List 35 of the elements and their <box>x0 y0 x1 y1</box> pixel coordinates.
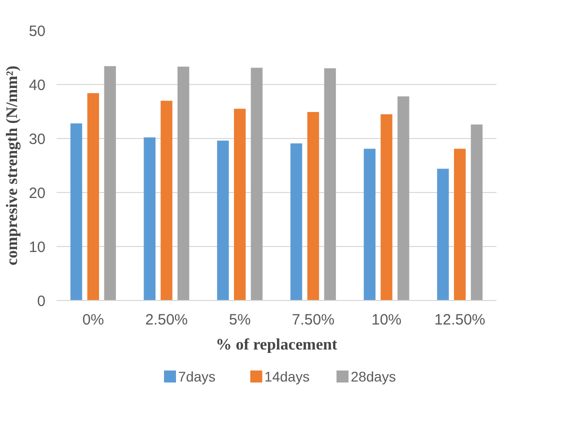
bar <box>380 114 392 300</box>
bar <box>144 137 156 300</box>
bar <box>178 66 190 300</box>
bar <box>234 108 246 300</box>
x-tick-label: 7.50% <box>292 312 334 328</box>
y-tick-label: 20 <box>28 185 46 202</box>
x-axis-title: % of replacement <box>216 336 338 354</box>
bar <box>217 140 229 300</box>
bar <box>437 168 449 300</box>
x-tick-label: 5% <box>228 312 251 328</box>
x-tick-label: 12.50% <box>434 312 486 328</box>
legend-label: 14days <box>264 368 310 384</box>
y-axis-title: compresive strength (N/mm²) <box>4 66 21 266</box>
bar <box>470 124 483 300</box>
bar <box>290 143 302 300</box>
bar <box>454 148 466 300</box>
y-tick-label: 30 <box>28 131 46 148</box>
bar <box>250 68 263 300</box>
legend-label: 7days <box>178 368 216 384</box>
bar <box>87 93 100 300</box>
bar <box>364 148 376 300</box>
bar <box>104 66 116 300</box>
x-tick-label: 2.50% <box>145 312 188 328</box>
x-tick-label: 0% <box>82 312 104 328</box>
y-tick-label: 0 <box>37 293 46 310</box>
y-tick-label: 50 <box>28 23 46 40</box>
y-tick-label: 40 <box>28 77 46 94</box>
bar <box>307 112 320 300</box>
bar <box>70 123 82 300</box>
bar <box>324 68 336 300</box>
legend-label: 28days <box>350 368 396 384</box>
bar <box>160 100 172 300</box>
bar <box>398 96 410 300</box>
x-tick-label: 10% <box>371 312 402 328</box>
y-tick-label: 10 <box>28 239 46 256</box>
